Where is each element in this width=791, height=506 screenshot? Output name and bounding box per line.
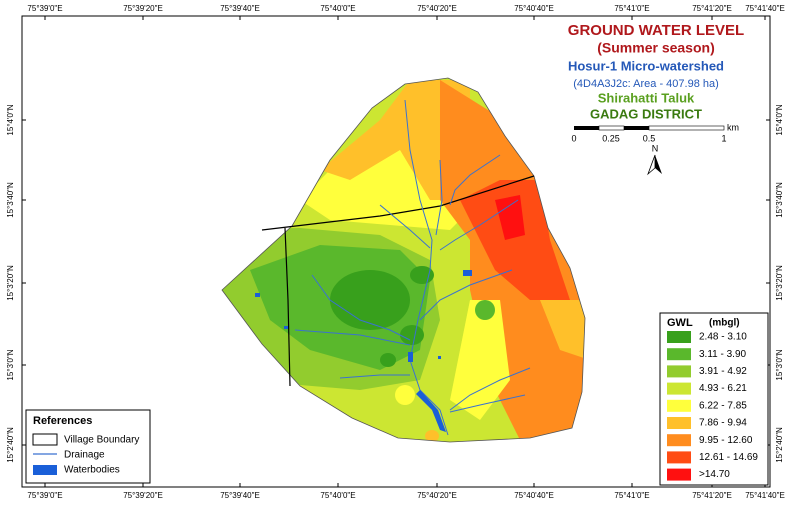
lon-label-top: 75°40'20"E bbox=[417, 4, 457, 13]
lon-label-bottom: 75°40'0"E bbox=[320, 491, 355, 500]
lon-label-bottom: 75°39'0"E bbox=[27, 491, 62, 500]
lon-label-top: 75°40'0"E bbox=[320, 4, 355, 13]
references-title: References bbox=[33, 415, 92, 427]
lon-label-bottom: 75°39'20"E bbox=[123, 491, 163, 500]
area: (4D4A3J2c: Area - 407.98 ha) bbox=[573, 78, 719, 90]
legend-swatch bbox=[667, 417, 691, 429]
lon-label-bottom: 75°41'20"E bbox=[692, 491, 732, 500]
north-arrow: N bbox=[647, 143, 662, 176]
legend: GWL (mbgl) 2.48 - 3.10 3.11 - 3.90 3.91 - … bbox=[659, 312, 769, 486]
village-boundary bbox=[261, 175, 535, 387]
legend-swatch bbox=[667, 348, 691, 361]
legend-label: 7.86 - 9.94 bbox=[699, 418, 747, 429]
watershed: Hosur-1 Micro-watershed bbox=[568, 58, 724, 73]
scale-label: 1 bbox=[721, 133, 726, 143]
reference-label: Village Boundary bbox=[64, 435, 139, 446]
lat-label-left: 15°3'40"N bbox=[6, 182, 15, 218]
lat-label-left: 15°3'20"N bbox=[6, 265, 15, 301]
scale-label: 0 bbox=[571, 133, 576, 143]
scale-label: 0.5 bbox=[643, 133, 656, 143]
lat-label-left: 15°3'0"N bbox=[6, 349, 15, 380]
legend-swatch bbox=[667, 331, 691, 343]
title-block: GROUND WATER LEVEL (Summer season) Hosur… bbox=[568, 22, 744, 121]
lat-label-right: 15°4'0"N bbox=[775, 104, 784, 135]
lon-label-top: 75°39'40"E bbox=[220, 4, 260, 13]
lon-label-top: 75°41'20"E bbox=[692, 4, 732, 13]
scale-label: 0.25 bbox=[602, 133, 620, 143]
lat-label-left: 15°2'40"N bbox=[6, 427, 15, 463]
legend-unit: (mbgl) bbox=[709, 318, 740, 329]
water-swatch bbox=[33, 465, 57, 475]
scale-unit: km bbox=[727, 122, 739, 132]
legend-label: 2.48 - 3.10 bbox=[699, 332, 747, 343]
lon-label-bottom: 75°41'0"E bbox=[614, 491, 649, 500]
legend-swatch bbox=[667, 434, 691, 447]
lon-label-top: 75°41'40"E bbox=[745, 4, 785, 13]
legend-label: 12.61 - 14.69 bbox=[699, 452, 758, 463]
lon-label-top: 75°40'40"E bbox=[514, 4, 554, 13]
lat-label-right: 15°2'40"N bbox=[775, 427, 784, 463]
lon-label-bottom: 75°41'40"E bbox=[745, 491, 785, 500]
legend-swatch bbox=[667, 365, 691, 378]
lon-label-top: 75°41'0"E bbox=[614, 4, 649, 13]
legend-label: 3.91 - 4.92 bbox=[699, 366, 747, 377]
lat-label-right: 15°3'0"N bbox=[775, 349, 784, 380]
lon-label-top: 75°39'0"E bbox=[27, 4, 62, 13]
legend-label: 4.93 - 6.21 bbox=[699, 383, 747, 394]
reference-label: Drainage bbox=[64, 450, 105, 461]
scale-bar: km bbox=[574, 122, 739, 132]
references: References Village Boundary Drainage Water… bbox=[25, 409, 151, 484]
lon-label-top: 75°39'20"E bbox=[123, 4, 163, 13]
coordinate-labels: 75°39'0"E 75°39'0"E 75°39'20"E 75°39'20"E 75… bbox=[6, 4, 785, 500]
legend-title: GWL bbox=[667, 317, 693, 329]
lon-label-bottom: 75°40'40"E bbox=[514, 491, 554, 500]
lat-label-right: 15°3'20"N bbox=[775, 265, 784, 301]
waterbodies bbox=[255, 270, 472, 432]
scale-labels: 0 0.25 0.5 1 bbox=[571, 133, 726, 143]
legend-swatch bbox=[667, 451, 691, 464]
legend-label: >14.70 bbox=[699, 469, 730, 480]
boundary-swatch bbox=[32, 433, 58, 446]
lon-label-bottom: 75°39'40"E bbox=[220, 491, 260, 500]
watershed-outline bbox=[221, 77, 586, 443]
legend-swatch bbox=[667, 399, 691, 412]
title: GROUND WATER LEVEL bbox=[568, 22, 744, 39]
drainage bbox=[294, 99, 531, 436]
legend-label: 3.11 - 3.90 bbox=[699, 349, 747, 360]
district: GADAG DISTRICT bbox=[590, 106, 702, 121]
legend-swatch bbox=[667, 382, 691, 395]
legend-label: 6.22 - 7.85 bbox=[699, 400, 747, 411]
lat-label-right: 15°3'40"N bbox=[775, 182, 784, 218]
north-label: N bbox=[652, 143, 659, 153]
lon-label-bottom: 75°40'20"E bbox=[417, 491, 457, 500]
season: (Summer season) bbox=[597, 40, 714, 56]
legend-swatch bbox=[667, 468, 691, 481]
lat-label-left: 15°4'0"N bbox=[6, 104, 15, 135]
taluk: Shirahatti Taluk bbox=[598, 90, 695, 105]
legend-label: 9.95 - 12.60 bbox=[699, 435, 753, 446]
reference-label: Waterbodies bbox=[64, 465, 120, 476]
